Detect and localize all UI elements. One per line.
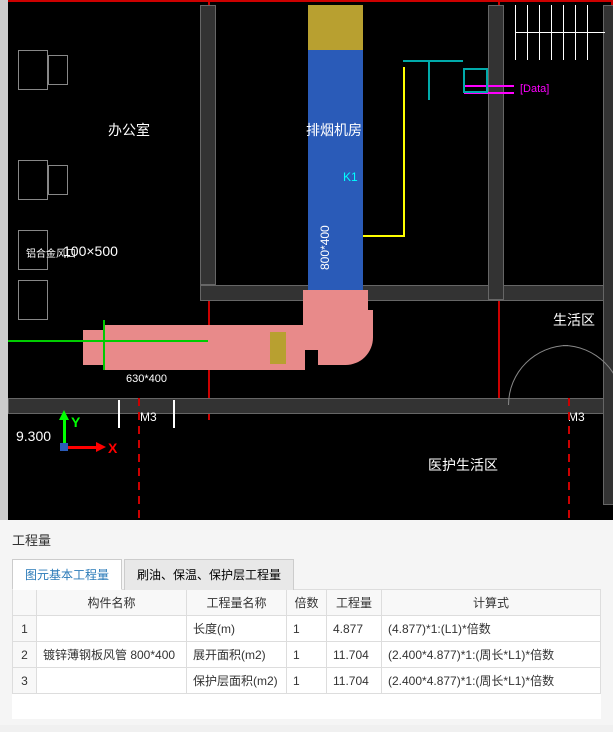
- cell-name: [37, 668, 187, 694]
- furniture: [18, 160, 48, 200]
- axis-y-label: Y: [71, 414, 80, 430]
- door-jamb: [173, 400, 175, 428]
- cell-mult: 1: [287, 616, 327, 642]
- duct-line: [103, 320, 105, 370]
- door-arc: [508, 345, 568, 405]
- cell-qty: 11.704: [327, 642, 382, 668]
- room-label-medical: 医护生活区: [428, 455, 498, 475]
- cell-name: [37, 616, 187, 642]
- duct-line: [428, 60, 430, 100]
- table-row[interactable]: 3 保护层面积(m2)111.704(2.400*4.877)*1:(周长*L1)…: [13, 668, 601, 694]
- col-mult: 倍数: [287, 590, 327, 616]
- date-tag: [Data]: [520, 83, 549, 95]
- cell-name: 镀锌薄钢板风管 800*400: [37, 642, 187, 668]
- coord-readout: 9.300: [16, 428, 51, 444]
- cell-qtyname: 长度(m): [187, 616, 287, 642]
- cell-rownum: 1: [13, 616, 37, 642]
- cad-viewport[interactable]: [Data] 办公室 排烟机房 生活区 医护生活区 800*400 K1 630…: [0, 0, 613, 520]
- cell-mult: 1: [287, 642, 327, 668]
- door-m3-right: M3: [568, 410, 585, 424]
- wall: [200, 285, 612, 301]
- duct-dim-branch: 630*400: [126, 373, 167, 385]
- tab-other-qty[interactable]: 刷油、保温、保护层工程量: [124, 559, 294, 590]
- wall: [200, 5, 216, 285]
- cell-formula: (2.400*4.877)*1:(周长*L1)*倍数: [382, 668, 601, 694]
- cell-mult: 1: [287, 668, 327, 694]
- cell-rownum: 2: [13, 642, 37, 668]
- equipment: [463, 68, 488, 93]
- duct-centerline: [8, 340, 208, 342]
- room-label-office: 办公室: [108, 120, 150, 140]
- leader: [363, 235, 405, 237]
- furniture: [48, 55, 68, 85]
- centerline: [568, 398, 570, 520]
- cell-qty: 11.704: [327, 668, 382, 694]
- tab-bar: 图元基本工程量 刷油、保温、保护层工程量: [12, 559, 601, 590]
- furniture: [18, 280, 48, 320]
- axis-x-label: X: [108, 440, 117, 456]
- cell-rownum: 3: [13, 668, 37, 694]
- tab-basic-qty[interactable]: 图元基本工程量: [12, 559, 122, 590]
- duct-dim-main: 800*400: [318, 225, 332, 270]
- inlet-size: 100×500: [63, 243, 118, 259]
- col-name: 构件名称: [37, 590, 187, 616]
- col-qty: 工程量: [327, 590, 382, 616]
- cell-qtyname: 展开面积(m2): [187, 642, 287, 668]
- wall: [488, 5, 504, 300]
- wall: [603, 5, 613, 505]
- col-formula: 计算式: [382, 590, 601, 616]
- door-m3-left: M3: [140, 410, 157, 424]
- gridline: [8, 0, 613, 2]
- quantity-panel: 工程量 图元基本工程量 刷油、保温、保护层工程量 构件名称 工程量名称 倍数 工…: [0, 520, 613, 725]
- panel-title: 工程量: [12, 526, 601, 553]
- col-rownum: [13, 590, 37, 616]
- furniture: [48, 165, 68, 195]
- duct-elbow-curve: [318, 310, 373, 365]
- col-qtyname: 工程量名称: [187, 590, 287, 616]
- leader: [403, 67, 405, 237]
- room-label-fanroom: 排烟机房: [306, 120, 362, 140]
- damper: [270, 332, 286, 364]
- table-row[interactable]: 2镀锌薄钢板风管 800*400展开面积(m2)111.704(2.400*4.…: [13, 642, 601, 668]
- duct-label-k1: K1: [343, 170, 358, 184]
- stairs: [515, 5, 605, 60]
- table-row[interactable]: 1长度(m)14.877(4.877)*1:(L1)*倍数: [13, 616, 601, 642]
- cell-formula: (4.877)*1:(L1)*倍数: [382, 616, 601, 642]
- duct-segment: [308, 5, 363, 50]
- cell-qty: 4.877: [327, 616, 382, 642]
- duct-line: [403, 60, 463, 62]
- quantity-table: 构件名称 工程量名称 倍数 工程量 计算式 1长度(m)14.877(4.877…: [12, 589, 601, 694]
- cell-formula: (2.400*4.877)*1:(周长*L1)*倍数: [382, 642, 601, 668]
- cell-qtyname: 保护层面积(m2): [187, 668, 287, 694]
- room-label-living: 生活区: [553, 310, 595, 330]
- centerline: [138, 398, 140, 520]
- door-jamb: [118, 400, 120, 428]
- furniture: [18, 50, 48, 90]
